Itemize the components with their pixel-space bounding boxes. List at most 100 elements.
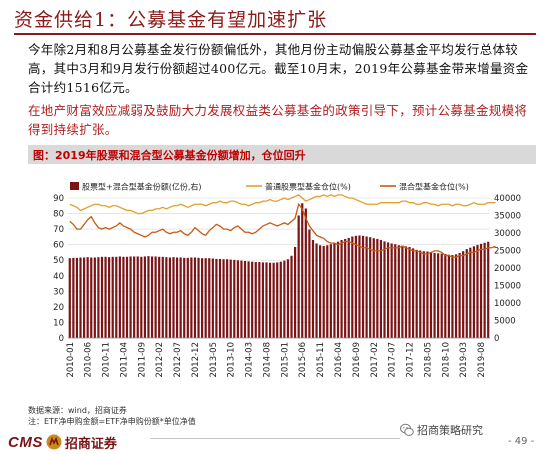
fund-shares-bar <box>254 262 257 338</box>
fund-shares-bar <box>79 257 82 338</box>
fund-shares-bar <box>186 257 189 338</box>
fund-shares-bar <box>487 241 490 338</box>
x-tick-label: 2010-01 <box>66 342 76 378</box>
fund-shares-bar <box>218 258 222 338</box>
fund-shares-bar <box>426 251 429 338</box>
y-right-tick-label: 30000 <box>494 229 521 239</box>
fund-shares-bar <box>208 258 211 338</box>
x-tick-label: 2012-12 <box>191 342 201 378</box>
fund-shares-bar <box>454 254 458 338</box>
fund-shares-bar <box>154 256 157 338</box>
fund-shares-bar <box>333 243 336 338</box>
fund-shares-bar <box>447 254 450 338</box>
fund-shares-bar <box>358 235 361 338</box>
y-left-tick-label: 50 <box>53 256 64 266</box>
x-tick-label: 2017-12 <box>406 342 416 378</box>
fund-shares-bar <box>279 261 282 338</box>
fund-shares-bar <box>415 249 418 338</box>
footer-divider <box>150 438 400 439</box>
fund-shares-bar <box>261 262 265 338</box>
fund-shares-bar <box>340 240 343 338</box>
x-tick-label: 2012-02 <box>155 342 165 378</box>
fund-shares-bar <box>75 257 79 338</box>
fund-shares-bar <box>304 208 307 338</box>
fund-shares-bar <box>115 256 118 338</box>
x-tick-label: 2010-06 <box>84 342 94 378</box>
y-left-tick-label: 60 <box>53 241 64 251</box>
x-tick-label: 2019-08 <box>477 342 487 378</box>
fund-shares-bar <box>401 245 404 338</box>
fund-shares-bar <box>147 256 150 338</box>
fund-shares-bar <box>301 203 304 338</box>
fund-shares-bar <box>319 245 322 338</box>
fund-shares-bar <box>175 257 179 338</box>
fund-shares-bar <box>469 247 472 338</box>
y-right-tick-label: 40000 <box>494 194 521 204</box>
fund-shares-bar <box>179 257 182 338</box>
chart-caption-bar: 图：2019年股票和混合型公募基金份额增加，仓位回升 <box>28 145 536 164</box>
fund-shares-bar <box>143 256 146 338</box>
fund-shares-bar <box>190 257 193 338</box>
fund-shares-bar <box>158 256 161 338</box>
legend-label: 混合型基金仓位(%) <box>399 182 469 192</box>
x-tick-label: 2019-03 <box>459 342 469 378</box>
fund-shares-bar <box>90 257 93 338</box>
x-tick-label: 2014-08 <box>262 342 272 378</box>
y-left-tick-label: 20 <box>53 303 64 313</box>
y-right-tick-label: 35000 <box>494 212 521 222</box>
y-right-tick-label: 0 <box>494 334 499 344</box>
fund-shares-bar <box>429 252 433 338</box>
y-left-tick-label: 0 <box>59 334 64 344</box>
fund-shares-bar <box>397 245 400 338</box>
fund-shares-bar <box>433 252 436 338</box>
fund-shares-bar <box>122 256 125 338</box>
y-left-tick-label: 90 <box>53 194 64 204</box>
footer: CMS 招商证券 <box>0 430 550 454</box>
y-left-tick-label: 40 <box>53 272 64 282</box>
cms-logo: CMS 招商证券 <box>8 433 117 452</box>
fund-shares-bar <box>211 258 214 338</box>
x-tick-label: 2014-03 <box>245 342 255 378</box>
chart-caption: 图：2019年股票和混合型公募基金份额增加，仓位回升 <box>33 149 306 162</box>
fund-shares-bar <box>247 261 250 338</box>
fund-shares-bar <box>308 229 311 338</box>
x-tick-label: 2017-02 <box>370 342 380 378</box>
fund-shares-bar <box>419 250 422 338</box>
y-left-tick-label: 10 <box>53 318 64 328</box>
fund-shares-bar <box>408 247 411 338</box>
fund-shares-bar <box>168 257 172 338</box>
fund-shares-bar <box>93 257 96 338</box>
title-bar: 资金供给1：公募基金有望加速扩张 <box>0 0 550 35</box>
fund-chart: 股票型+混合型基金份额(亿份,右) 普通股票型基金仓位(%) 混合型基金仓位(%) 0… <box>53 182 521 378</box>
fund-shares-bar <box>394 244 397 338</box>
fund-shares-bar <box>344 238 347 338</box>
fund-shares-bar <box>240 260 243 338</box>
x-tick-label: 2015-11 <box>316 342 326 378</box>
x-tick-label: 2013-10 <box>227 342 237 378</box>
fund-shares-bar <box>140 256 143 338</box>
fund-shares-bar <box>379 240 383 338</box>
x-tick-label: 2011-09 <box>137 342 147 378</box>
fund-shares-bar <box>462 251 465 338</box>
fund-shares-bar <box>172 257 175 338</box>
y-right-tick-label: 10000 <box>494 299 521 309</box>
fund-shares-bar <box>365 236 368 338</box>
fund-shares-bar <box>82 257 86 338</box>
fund-shares-bar <box>444 254 447 338</box>
fund-shares-bar <box>193 257 197 338</box>
fund-shares-bar <box>226 259 229 338</box>
fund-shares-bar <box>465 249 468 338</box>
fund-shares-bar <box>472 246 476 338</box>
x-tick-label: 2012-07 <box>173 342 183 378</box>
fund-shares-bar <box>268 262 272 338</box>
fund-shares-bar <box>251 261 254 338</box>
fund-shares-bar <box>136 256 139 338</box>
fund-shares-bar <box>243 261 247 338</box>
wechat-icon <box>400 423 414 436</box>
y-right-tick-label: 15000 <box>494 282 521 292</box>
fund-shares-bar <box>329 244 332 338</box>
fund-shares-bar <box>361 235 365 338</box>
fund-shares-bar <box>483 242 486 338</box>
fund-shares-bar <box>161 256 164 338</box>
fund-shares-bar <box>479 243 483 338</box>
